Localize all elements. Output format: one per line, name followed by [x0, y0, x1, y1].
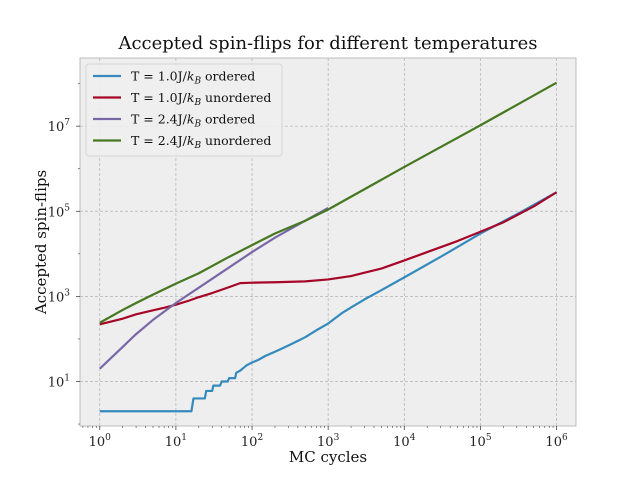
- legend-label-4: T = 2.4J/kB unordered: [131, 133, 271, 151]
- x-tick-label: 103: [317, 433, 340, 450]
- legend-label-3: T = 2.4J/kB ordered: [131, 112, 255, 130]
- x-axis-title: MC cycles: [289, 448, 367, 466]
- series-line-1: [99, 191, 558, 413]
- series-line-3: [99, 206, 329, 370]
- series-lines: [99, 81, 558, 413]
- x-tick-label: 102: [241, 433, 263, 450]
- x-tick-label: 101: [165, 433, 187, 450]
- x-tick-label: 106: [545, 433, 568, 450]
- x-tick-label: 104: [393, 433, 416, 450]
- y-tick-label: 105: [48, 203, 71, 220]
- legend-box: [85, 63, 283, 157]
- legend-label-1: T = 1.0J/kB ordered: [131, 69, 255, 87]
- legend: T = 1.0J/kB ordered T = 1.0J/kB unordered…: [85, 63, 283, 157]
- chart-title: Accepted spin-flips for different temper…: [117, 33, 537, 54]
- y-tick-label: 107: [48, 118, 71, 135]
- y-axis-title: Accepted spin-flips: [32, 170, 50, 315]
- series-line-4: [99, 81, 558, 324]
- axis-ticks: 100 101 102 103 104 105 106 101 103 105 107: [48, 83, 568, 450]
- series-line-2: [99, 191, 558, 326]
- x-tick-label: 105: [469, 433, 492, 450]
- legend-label-2: T = 1.0J/kB unordered: [131, 90, 271, 108]
- y-tick-label: 101: [48, 373, 70, 390]
- y-tick-label: 103: [48, 288, 71, 305]
- x-tick-label: 100: [89, 433, 112, 450]
